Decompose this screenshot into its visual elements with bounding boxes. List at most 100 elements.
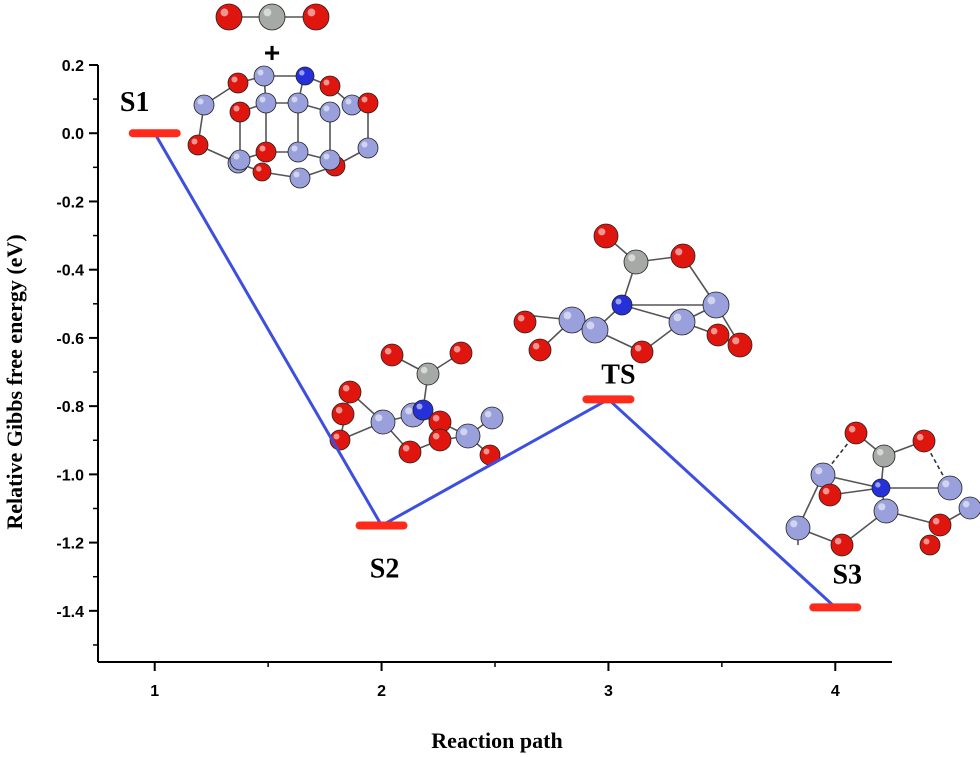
oxygen-atom xyxy=(513,310,537,334)
atom-highlight xyxy=(323,79,330,86)
oxygen-atom xyxy=(319,75,341,97)
atom-highlight xyxy=(673,313,682,322)
atom-highlight xyxy=(848,425,856,433)
atom-highlight xyxy=(299,70,305,76)
atom-highlight xyxy=(233,153,240,160)
oxygen-atom xyxy=(398,440,422,464)
state-labels: S1 S2 TS S3 xyxy=(120,87,862,590)
y-tick-label: 0.2 xyxy=(62,58,84,75)
metal-atom xyxy=(255,92,277,114)
metal-atom xyxy=(253,65,275,87)
atom-highlight xyxy=(307,8,316,17)
atom-highlight xyxy=(335,406,343,414)
atom-highlight xyxy=(878,503,886,511)
atom-highlight xyxy=(790,520,798,528)
metal-atom xyxy=(937,475,963,501)
oxygen-atom xyxy=(227,72,249,94)
atom-highlight xyxy=(342,384,350,392)
atom-highlight xyxy=(432,432,440,440)
metal-atom xyxy=(785,515,811,541)
oxygen-atom xyxy=(593,223,619,249)
atom-highlight xyxy=(815,467,823,475)
oxygen-atom xyxy=(229,101,251,123)
atom-highlight xyxy=(233,105,240,112)
oxygen-atom xyxy=(380,343,404,367)
oxygen-atom xyxy=(830,533,854,557)
atom-highlight xyxy=(257,69,264,76)
x-tick-label: 3 xyxy=(604,683,613,700)
atom-highlight xyxy=(598,228,606,236)
atom-highlight xyxy=(732,337,740,345)
atom-highlight xyxy=(191,138,198,145)
atom-highlight xyxy=(256,166,262,172)
y-tick-label: -1.4 xyxy=(56,604,84,621)
y-tick-label: -0.8 xyxy=(56,399,84,416)
atom-highlight xyxy=(962,500,970,508)
series-lines xyxy=(153,132,837,609)
atom-highlight xyxy=(634,344,642,352)
atom-highlight xyxy=(834,537,842,545)
molecule-insets: + xyxy=(187,3,980,557)
atom-highlight xyxy=(220,8,229,17)
atom-highlight xyxy=(375,414,383,422)
oxygen-atom xyxy=(252,162,272,182)
x-tick-label: 1 xyxy=(150,683,159,700)
atom-highlight xyxy=(420,366,428,374)
metal-atom xyxy=(581,316,609,344)
x-tick-label: 2 xyxy=(377,683,386,700)
metal-atom xyxy=(319,101,341,123)
atom-highlight xyxy=(628,254,636,262)
metal-atom xyxy=(287,92,309,114)
nitrogen-atom xyxy=(611,294,633,316)
atom-highlight xyxy=(402,444,410,452)
atom-highlight xyxy=(942,480,950,488)
atom-highlight xyxy=(345,98,352,105)
metal-atom xyxy=(810,462,836,488)
atom-highlight xyxy=(323,153,330,160)
atom-highlight xyxy=(259,145,266,152)
metal-atom xyxy=(287,141,309,163)
oxygen-atom xyxy=(818,483,842,507)
y-tick-label: -0.6 xyxy=(56,331,84,348)
carbon-atom xyxy=(258,3,286,31)
atom-highlight xyxy=(293,171,300,178)
carbon-atom xyxy=(623,249,649,275)
atom-highlight xyxy=(259,96,266,103)
oxygen-atom xyxy=(528,338,552,362)
y-tick-label: -0.2 xyxy=(56,194,84,211)
metal-atom xyxy=(668,308,696,336)
atom-highlight xyxy=(231,76,238,83)
metal-atom xyxy=(480,406,504,430)
atom-highlight xyxy=(875,482,881,488)
atom-highlight xyxy=(333,433,340,440)
atom-highlight xyxy=(484,410,492,418)
atom-highlight xyxy=(923,538,930,545)
atom-highlight xyxy=(532,342,540,350)
plus-sign: + xyxy=(264,37,280,68)
oxygen-atom xyxy=(187,134,209,156)
metal-atom xyxy=(873,498,899,524)
nitrogen-atom xyxy=(871,478,891,498)
atom-highlight xyxy=(416,403,423,410)
oxygen-atom xyxy=(928,513,952,537)
energy-path-line xyxy=(153,132,837,609)
state-label-s2: S2 xyxy=(370,554,400,585)
metal-atom xyxy=(702,291,730,319)
ticks: 0.2 0.0 -0.2 -0.4 -0.6 -0.8 -1.0 -1.2 -1.4 1 2 3 4 xyxy=(56,58,839,700)
atom-highlight xyxy=(710,327,718,335)
atom-highlight xyxy=(361,96,368,103)
atom-highlight xyxy=(586,321,595,330)
oxygen-atom xyxy=(302,3,330,31)
oxygen-atom xyxy=(670,243,696,269)
carbon-atom xyxy=(872,444,896,468)
atom-highlight xyxy=(483,448,490,455)
metal-atom xyxy=(958,496,980,520)
atom-highlight xyxy=(916,433,924,441)
oxygen-atom xyxy=(706,323,730,347)
metal-atom xyxy=(229,149,251,171)
metal-atom xyxy=(455,423,481,449)
atom-highlight xyxy=(460,428,468,436)
atom-highlight xyxy=(291,96,298,103)
oxygen-atom xyxy=(912,429,936,453)
